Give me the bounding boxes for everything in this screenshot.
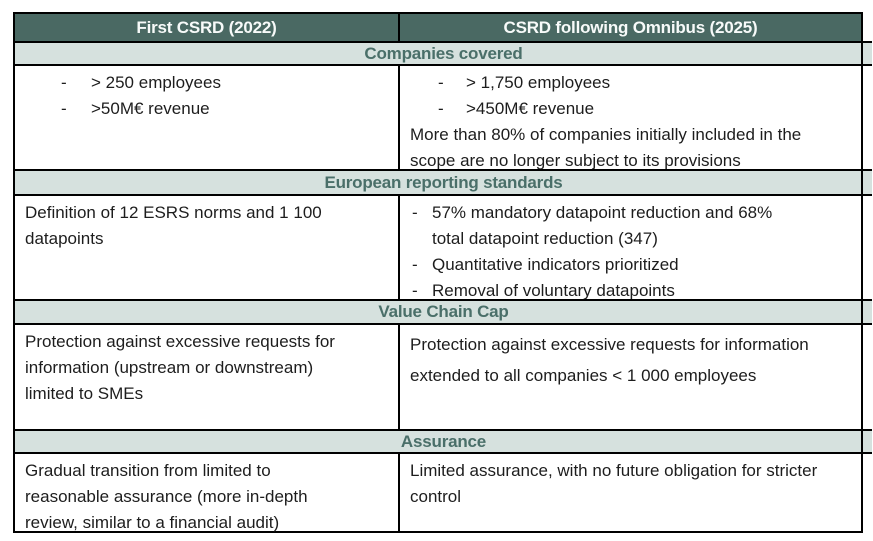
cell-reporting-standards-right: 57% mandatory datapoint reduction and 68… [400, 196, 861, 300]
header-label-csrd-omnibus: CSRD following Omnibus (2025) [503, 17, 758, 37]
cell-reporting-standards-left: Definition of 12 ESRS norms and 1 100 da… [15, 196, 400, 299]
cell-paragraph: More than 80% of companies initially inc… [410, 125, 802, 170]
bullet-item: > 250 employees [61, 70, 390, 96]
bullet-item: Quantitative indicators prioritized [412, 252, 797, 278]
bullet-item: 57% mandatory datapoint reduction and 68… [412, 200, 797, 252]
cell-assurance-right: Limited assurance, with no future obliga… [400, 454, 861, 531]
header-cell-first-csrd: First CSRD (2022) [15, 14, 400, 41]
content-row-value-chain-cap: Protection against excessive requests fo… [15, 325, 863, 429]
cell-companies-covered-right: > 1,750 employees >450M€ revenue More th… [400, 66, 861, 170]
section-title: Assurance [400, 431, 487, 451]
bullet-item: Removal of voluntary datapoints [412, 278, 797, 304]
content-row-european-reporting-standards: Definition of 12 ESRS norms and 1 100 da… [15, 196, 863, 300]
section-title: Companies covered [364, 43, 523, 63]
bullet-item: > 1,750 employees [438, 70, 841, 96]
bullet-list: 57% mandatory datapoint reduction and 68… [410, 200, 841, 304]
cell-paragraph: Limited assurance, with no future obliga… [410, 461, 818, 506]
bullet-list: > 250 employees >50M€ revenue [25, 70, 390, 122]
section-row-european-reporting-standards: European reporting standards [15, 169, 872, 196]
section-row-assurance: Assurance [15, 429, 872, 454]
cell-value-chain-right: Protection against excessive requests fo… [400, 325, 861, 429]
section-row-value-chain-cap: Value Chain Cap [15, 299, 872, 325]
csrd-comparison-table: First CSRD (2022) CSRD following Omnibus… [13, 12, 872, 533]
cell-paragraph: Definition of 12 ESRS norms and 1 100 da… [25, 203, 322, 248]
section-title: Value Chain Cap [378, 302, 509, 321]
content-row-companies-covered: > 250 employees >50M€ revenue > 1,750 em… [15, 66, 863, 170]
section-row-companies-covered: Companies covered [15, 41, 872, 66]
header-cell-csrd-omnibus: CSRD following Omnibus (2025) [400, 14, 861, 41]
header-label-first-csrd: First CSRD (2022) [136, 17, 277, 37]
bullet-item: >450M€ revenue [438, 96, 841, 122]
cell-companies-covered-left: > 250 employees >50M€ revenue [15, 66, 400, 169]
cell-paragraph: Protection against excessive requests fo… [25, 332, 335, 403]
bullet-list: > 1,750 employees >450M€ revenue [410, 70, 841, 122]
cell-paragraph: Protection against excessive requests fo… [410, 335, 809, 385]
cell-paragraph: Gradual transition from limited to reaso… [25, 461, 308, 532]
cell-assurance-left: Gradual transition from limited to reaso… [15, 454, 400, 532]
cell-value-chain-left: Protection against excessive requests fo… [15, 325, 400, 429]
section-title: European reporting standards [324, 172, 563, 192]
content-row-assurance: Gradual transition from limited to reaso… [15, 454, 863, 532]
table-header-row: First CSRD (2022) CSRD following Omnibus… [15, 14, 863, 41]
bullet-item: >50M€ revenue [61, 96, 390, 122]
